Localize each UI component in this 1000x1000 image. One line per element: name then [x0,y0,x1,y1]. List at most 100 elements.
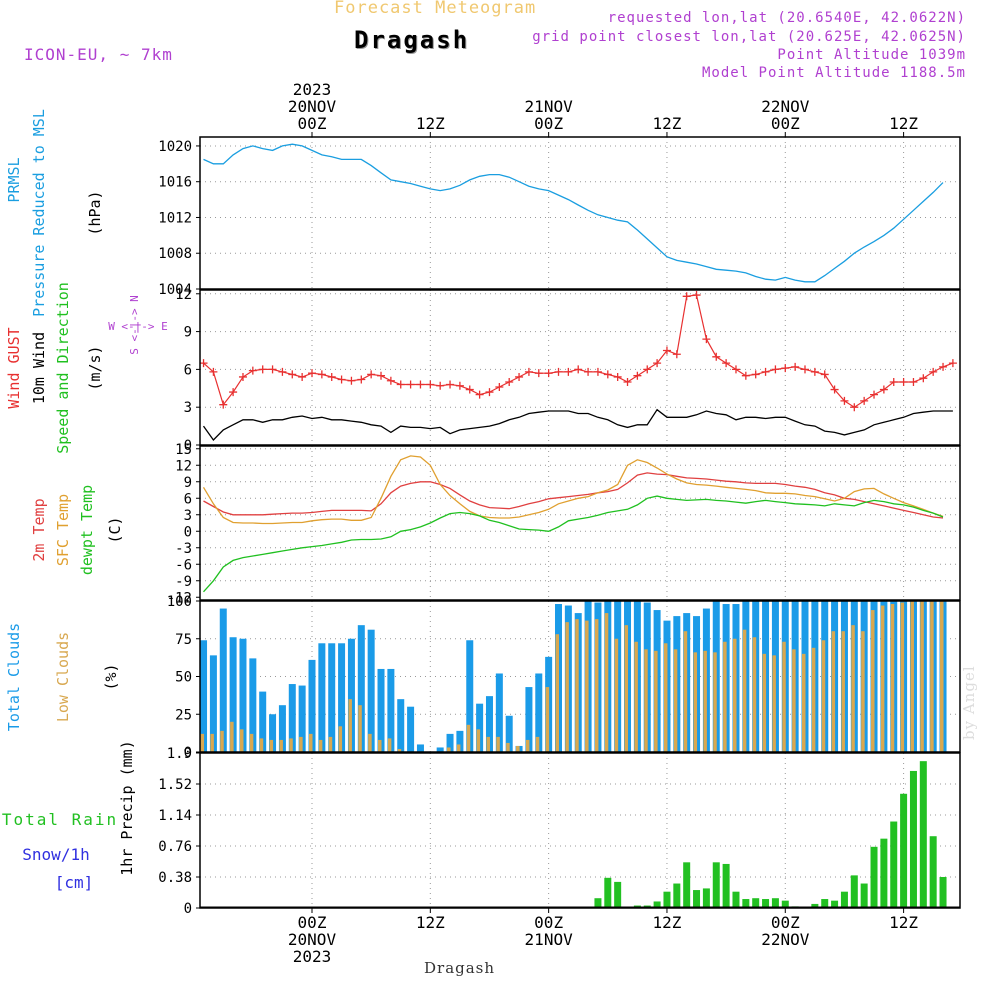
time-label-bottom: 12Z [889,913,918,932]
snow-legend: Snow/1h [22,845,89,864]
rain-bar [821,899,829,908]
rain-bar [683,862,691,908]
total-clouds-label: Total Clouds [5,623,23,731]
low-cloud-bar [594,619,599,752]
gust-point [347,376,356,385]
low-cloud-bar [239,729,244,752]
grid-point-coords: grid point closest lon,lat (20.625E, 42.… [532,29,966,45]
ytick-label: 6 [184,491,192,507]
low-cloud-bar [693,652,698,752]
requested-coords: requested lon,lat (20.6540E, 42.0622N) [607,10,966,26]
total-cloud-bar [377,668,385,752]
pressure-label-long: Pressure Reduced to MSL [30,109,48,317]
time-label-bottom: 00Z [771,913,800,932]
gust-point [810,367,819,376]
gust-point [446,380,455,389]
ytick-label: 1020 [158,139,192,155]
compass-we: W <-|-> E [108,320,168,333]
total-cloud-bar [357,625,365,752]
total-cloud-bar [485,696,493,752]
ytick-label: 1.14 [158,808,192,824]
total-cloud-bar [278,705,286,752]
low-cloud-bar [220,730,224,752]
time-label-bottom: 12Z [416,913,445,932]
rain-bar [614,881,622,908]
ytick-label: 75 [175,632,192,648]
gust-point [544,369,553,378]
gust-point [731,365,740,374]
low-cloud-bar [506,742,510,752]
gust-point [367,370,376,379]
ytick-label: 6 [184,362,192,378]
rain-bar [604,877,612,908]
gust-point [603,370,612,379]
low-cloud-bar [861,631,865,752]
low-cloud-bar [614,638,619,752]
low-cloud-bar [654,650,658,752]
low-cloud-bar [535,736,540,752]
rain-bar [919,761,927,908]
gust-point [889,377,898,386]
rain-bar [870,846,878,908]
low-cloud-bar [565,622,569,752]
rain-bar [712,862,720,908]
time-label-top: 2023 [293,80,332,99]
low-cloud-bar [890,604,895,752]
pressure-frame [199,136,961,290]
gust-point [455,381,464,390]
precip-label: 1hr Precip (mm) [118,740,136,875]
wind-direction-label: Speed and Direction [54,282,72,454]
low-cloud-bar [476,729,481,752]
model-point-altitude: Model Point Altitude 1188.5m [701,65,966,81]
low-cloud-bar [269,739,274,752]
total-cloud-bar [476,703,484,752]
pressure-unit: (hPa) [86,190,104,235]
wind-frame [199,289,961,446]
low-cloud-bar [851,625,855,752]
rain-bar [693,890,701,908]
gust-point [209,367,218,376]
rain-bar [762,899,770,908]
ytick-label: 50 [175,670,192,686]
rain-bar [831,900,839,908]
gust-point [485,388,494,397]
low-cloud-bar [585,620,589,752]
gust-point [781,364,790,373]
gust-point [860,396,869,405]
rain-bar [732,891,740,908]
gust-point [623,377,632,386]
ytick-label: 1.9 [167,746,192,762]
ytick-label: 1008 [158,246,192,262]
total-cloud-bar [446,733,454,752]
low-cloud-bar [456,744,461,752]
ytick-label: 1012 [158,210,192,226]
gust-point [722,359,731,368]
low-cloud-bar [703,650,707,752]
rain-bar [939,877,947,908]
precipitation-frame [199,752,961,909]
gust-point [465,385,474,394]
low-cloud-bar [358,705,362,752]
gust-point [199,359,208,368]
total-cloud-bar [328,643,336,752]
time-label-top: 12Z [416,114,445,133]
low-cloud-bar [348,699,352,752]
gust-point [948,359,957,368]
rain-bar [929,836,937,908]
time-label-top: 22NOV [761,97,810,116]
ytick-label: -3 [175,541,192,557]
gust-point [505,377,514,386]
gust-point [357,375,366,384]
gust-point [308,369,316,378]
low-cloud-bar [910,601,914,752]
low-cloud-bar [713,652,717,752]
location-title: Dragash [354,26,470,54]
low-cloud-bar [644,649,648,752]
rain-bar [742,899,750,908]
low-cloud-bar [397,748,402,752]
low-cloud-bar [752,637,757,752]
precipitation-panel: 0 0.38 0.76 1.14 1.52 1.9 [158,746,961,917]
rain-bar [880,838,888,908]
total-cloud-bar [308,659,316,752]
